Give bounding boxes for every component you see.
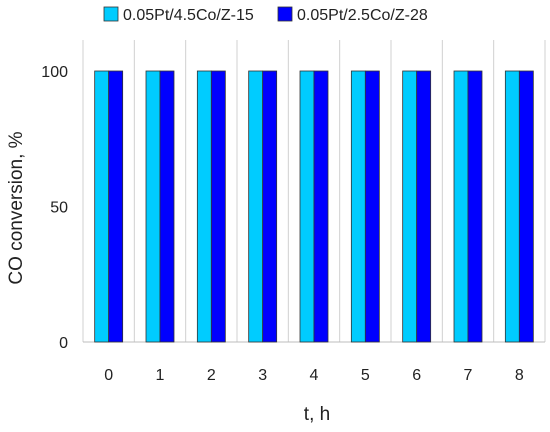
bar-series-1-cat-4	[299, 70, 315, 343]
bar-series-1-cat-6	[402, 70, 418, 343]
bar-series-1-cat-1	[145, 70, 161, 343]
plot-area	[82, 40, 546, 343]
x-axis-ticks: 0 1 2 3 4 5 6 7 8	[104, 367, 524, 384]
bar-series-2-cat-7	[467, 70, 483, 343]
bar-series-1-cat-0	[94, 70, 110, 343]
bar-series-2-cat-2	[210, 70, 226, 343]
bar-series-1-cat-2	[196, 70, 212, 343]
y-tick-label: 0	[59, 335, 68, 352]
x-tick-label: 5	[361, 367, 370, 384]
bar-series-2-cat-8	[518, 70, 534, 343]
bar-series-2-cat-3	[262, 70, 278, 343]
bar-series-1-cat-8	[504, 70, 520, 343]
y-axis-title: CO conversion, %	[6, 131, 27, 284]
legend-label-series-2: 0.05Pt/2.5Co/Z-28	[297, 7, 428, 24]
bar-series-2-cat-5	[364, 70, 380, 343]
legend-swatch-series-2	[277, 6, 293, 22]
bar-series-2-cat-6	[416, 70, 432, 343]
bar-series-1-cat-3	[248, 70, 264, 343]
x-tick-label: 0	[104, 367, 113, 384]
x-tick-label: 1	[156, 367, 165, 384]
bar-series-2-cat-1	[159, 70, 175, 343]
bar-series-1-cat-5	[350, 70, 366, 343]
bar-series-2-cat-0	[108, 70, 124, 343]
x-tick-label: 3	[258, 367, 267, 384]
y-tick-label: 50	[50, 200, 68, 217]
legend: 0.05Pt/4.5Co/Z-15 0.05Pt/2.5Co/Z-28	[103, 6, 428, 24]
x-tick-label: 4	[310, 367, 319, 384]
x-tick-label: 8	[515, 367, 524, 384]
y-axis-ticks: 0 50 100	[41, 64, 68, 352]
x-tick-label: 6	[412, 367, 421, 384]
x-tick-label: 7	[464, 367, 473, 384]
legend-swatch-series-1	[103, 6, 119, 22]
bar-series-2-cat-4	[313, 70, 329, 343]
x-axis-title: t, h	[304, 404, 330, 425]
y-tick-label: 100	[41, 64, 68, 81]
x-tick-label: 2	[207, 367, 216, 384]
legend-label-series-1: 0.05Pt/4.5Co/Z-15	[123, 7, 254, 24]
bar-series-1-cat-7	[453, 70, 469, 343]
